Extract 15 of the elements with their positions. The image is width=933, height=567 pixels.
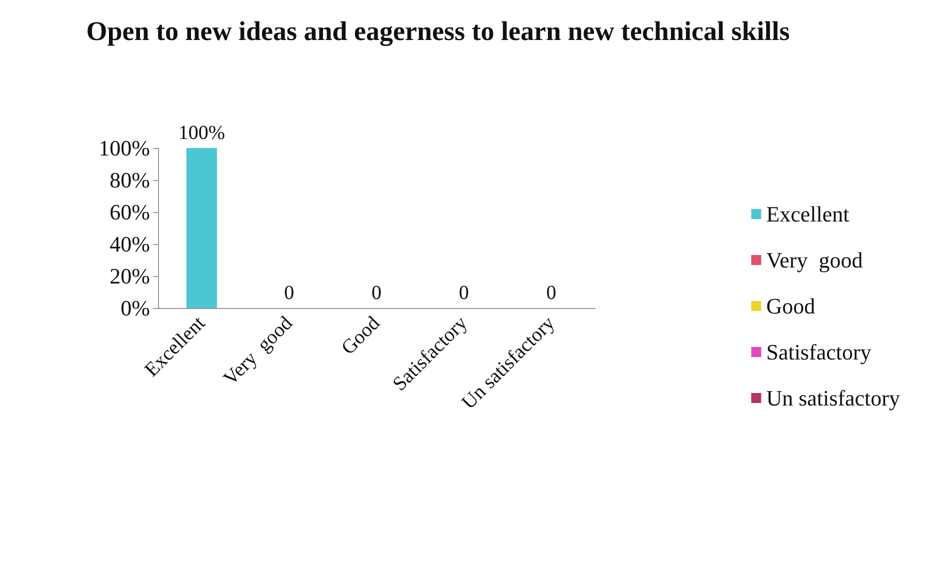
data-label: 0 bbox=[284, 282, 294, 304]
y-tick-label: 40% bbox=[110, 232, 150, 256]
chart-title: Open to new ideas and eagerness to learn new technical skills bbox=[85, 15, 791, 48]
legend-label: Good bbox=[766, 294, 816, 318]
y-tick-label: 60% bbox=[110, 200, 150, 224]
y-tick-label: 80% bbox=[110, 168, 150, 192]
y-tick-label: 0% bbox=[120, 296, 150, 320]
data-label: 0 bbox=[546, 282, 556, 304]
legend-label: Excellent bbox=[766, 202, 850, 226]
legend-label: Very good bbox=[766, 248, 863, 272]
data-label: 0 bbox=[372, 282, 382, 304]
data-label: 0 bbox=[458, 282, 469, 304]
data-label: 100% bbox=[178, 122, 226, 144]
y-tick-label: 100% bbox=[98, 136, 150, 160]
y-tick-label: 20% bbox=[110, 264, 150, 288]
